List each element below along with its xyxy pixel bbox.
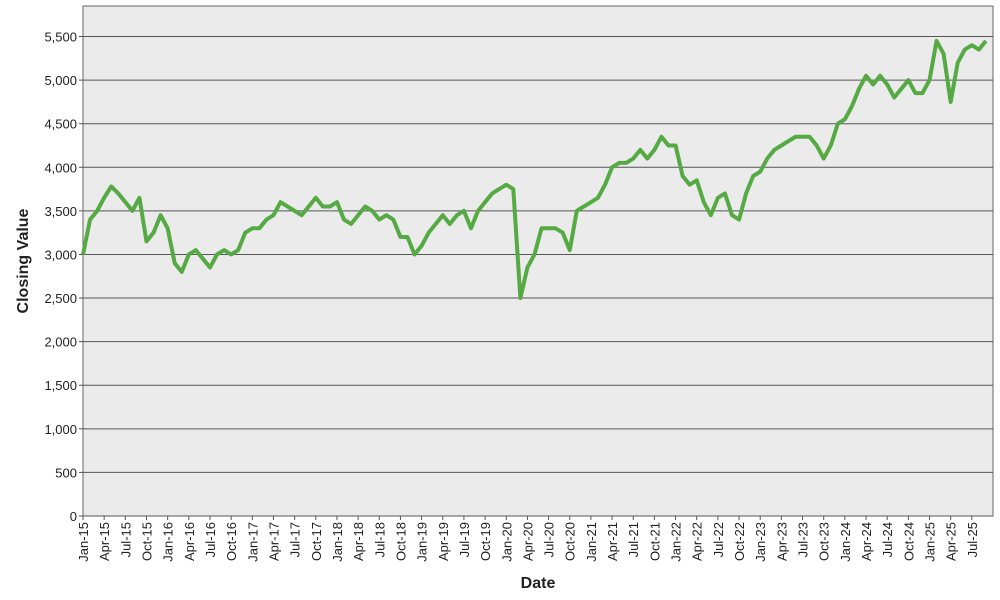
x-tick-label: Jul-20	[542, 522, 557, 557]
plot-area	[82, 5, 994, 517]
x-tick-label: Jan-23	[753, 522, 768, 562]
x-tick-label: Oct-20	[563, 522, 578, 561]
x-tick-label: Apr-21	[605, 522, 620, 561]
x-tick-label: Apr-23	[774, 522, 789, 561]
y-tick-label: 4,000	[44, 160, 77, 175]
y-tick-label: 2,500	[44, 291, 77, 306]
x-tick-label: Jan-25	[923, 522, 938, 562]
x-tick-label: Oct-23	[817, 522, 832, 561]
x-tick-label: Apr-17	[266, 522, 281, 561]
x-tick-label: Jul-19	[457, 522, 472, 557]
y-tick-label: 5,500	[44, 30, 77, 45]
x-tick-label: Apr-24	[859, 522, 874, 561]
x-tick-label: Jan-17	[245, 522, 260, 562]
x-tick-label: Oct-17	[309, 522, 324, 561]
y-tick-label: 3,500	[44, 204, 77, 219]
x-tick-label: Jul-22	[711, 522, 726, 557]
x-tick-label: Apr-22	[690, 522, 705, 561]
x-tick-label: Jul-21	[626, 522, 641, 557]
x-tick-label: Jul-15	[118, 522, 133, 557]
x-tick-label: Jul-25	[965, 522, 980, 557]
x-tick-label: Oct-18	[393, 522, 408, 561]
x-tick-label: Jan-22	[669, 522, 684, 562]
x-tick-label: Jul-16	[203, 522, 218, 557]
y-tick-label: 0	[70, 509, 77, 524]
x-tick-label: Apr-16	[182, 522, 197, 561]
y-axis-title: Closing Value	[15, 208, 32, 313]
y-tick-label: 2,000	[44, 335, 77, 350]
x-axis-title: Date	[521, 575, 556, 592]
y-tick-label: 500	[55, 465, 77, 480]
x-tick-label: Jul-17	[288, 522, 303, 557]
y-tick-label: 1,000	[44, 422, 77, 437]
x-tick-label: Jul-24	[880, 522, 895, 557]
x-tick-label: Jan-21	[584, 522, 599, 562]
x-tick-label: Apr-19	[436, 522, 451, 561]
x-tick-label: Jan-15	[76, 522, 91, 562]
data-line	[81, 38, 988, 301]
y-tick-label: 1,500	[44, 378, 77, 393]
x-tick-label: Jan-24	[838, 522, 853, 562]
x-tick-label: Apr-15	[97, 522, 112, 561]
x-tick-label: Apr-25	[944, 522, 959, 561]
x-tick-label: Oct-19	[478, 522, 493, 561]
x-tick-label: Jan-20	[499, 522, 514, 562]
x-tick-label: Apr-18	[351, 522, 366, 561]
x-tick-label: Apr-20	[520, 522, 535, 561]
x-tick-label: Oct-24	[901, 522, 916, 561]
x-tick-label: Oct-16	[224, 522, 239, 561]
y-tick-label: 4,500	[44, 117, 77, 132]
x-tick-label: Jan-19	[415, 522, 430, 562]
x-tick-label: Jan-16	[161, 522, 176, 562]
x-tick-label: Jul-18	[372, 522, 387, 557]
y-tick-label: 3,000	[44, 247, 77, 262]
x-tick-label: Oct-21	[647, 522, 662, 561]
x-tick-label: Jul-23	[796, 522, 811, 557]
x-tick-label: Jan-18	[330, 522, 345, 562]
y-tick-label: 5,000	[44, 73, 77, 88]
x-tick-label: Oct-22	[732, 522, 747, 561]
x-tick-label: Oct-15	[139, 522, 154, 561]
